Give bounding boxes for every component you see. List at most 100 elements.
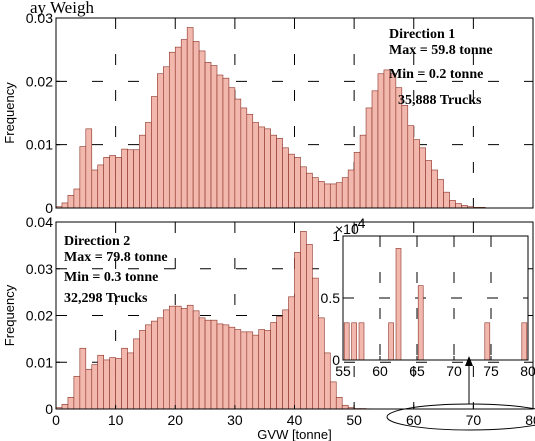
histogram-bar [425, 160, 432, 209]
direction-1-count: 35,888 Trucks [398, 93, 482, 108]
x-tick-label: 60 [406, 412, 422, 428]
histogram-bar [270, 134, 277, 209]
histogram-bar [419, 147, 426, 209]
histogram-bar [329, 381, 337, 410]
histogram-bar [139, 134, 146, 209]
y-tick-label: 0.5 [321, 290, 341, 306]
histogram-bar [335, 397, 343, 410]
histogram-bar [341, 404, 349, 410]
histogram-bar [67, 397, 75, 410]
histogram-bar [180, 308, 188, 410]
histogram-bar [73, 188, 81, 209]
histogram-bar [252, 334, 260, 410]
direction-2-min: Min = 0.3 tonne [64, 270, 158, 285]
histogram-bar [258, 126, 265, 209]
histogram-bar [180, 39, 188, 209]
histogram-bar [204, 319, 212, 410]
histogram-bar [186, 27, 194, 209]
x-tick-label: 40 [287, 412, 303, 428]
histogram-bar [389, 73, 397, 209]
histogram-bar [157, 73, 164, 209]
histogram-bar [288, 296, 295, 410]
histogram-bar [115, 157, 122, 209]
histogram-bar [103, 157, 110, 209]
histogram-bar [318, 317, 325, 410]
histogram-bar [431, 169, 438, 209]
y-tick-label: 0.03 [26, 261, 53, 277]
y-tick-label: 0.02 [26, 73, 53, 89]
x-tick-label: 50 [346, 412, 362, 428]
histogram-bar [407, 125, 415, 209]
histogram-bar [449, 200, 456, 209]
histogram-bar [306, 172, 313, 209]
histogram-bar [174, 46, 182, 209]
histogram-bar [341, 177, 349, 209]
histogram-bar [401, 105, 409, 209]
histogram-bar [163, 66, 170, 209]
histogram-bar [276, 316, 283, 410]
y-multiplier-exponent: -4 [353, 215, 366, 231]
x-axis-label: GVW [tonne] [257, 427, 331, 441]
histogram-bar [358, 322, 365, 361]
y-axis-label: Frequency [2, 82, 17, 144]
histogram-bar [145, 324, 152, 410]
x-tick-label: 80 [525, 412, 535, 428]
histogram-bar [91, 364, 99, 410]
zoom-arrow-head [465, 356, 473, 366]
histogram-bar [91, 169, 99, 209]
histogram-bar [246, 113, 254, 209]
direction-2-max: Max = 79.8 tonne [64, 250, 168, 265]
histogram-bar [198, 50, 206, 209]
y-tick-label: 0.04 [26, 214, 53, 230]
direction-2-count: 32,298 Trucks [64, 291, 148, 306]
histogram-bar [240, 331, 248, 410]
histogram-bar [300, 231, 307, 410]
x-tick-label: 65 [409, 363, 425, 379]
histogram-bar [151, 96, 158, 209]
histogram-bar [228, 87, 236, 209]
histogram-bar [163, 309, 170, 410]
direction-1-annotation: Direction 1 Max = 59.8 tonne Min = 0.2 t… [389, 27, 493, 108]
histogram-bar [264, 128, 271, 209]
x-tick-label: 30 [227, 412, 243, 428]
histogram-bar [145, 122, 152, 209]
y-tick-label: 0.01 [26, 137, 53, 153]
histogram-bar [204, 62, 212, 209]
histogram-bar [79, 146, 87, 209]
x-tick-label: 75 [483, 363, 499, 379]
direction-2-annotation: Direction 2 Max = 79.8 tonne Min = 0.3 t… [64, 234, 168, 306]
histogram-bar [192, 310, 200, 410]
histogram-bar [443, 191, 450, 209]
histogram-bar [246, 331, 254, 410]
x-tick-label: 10 [108, 412, 124, 428]
histogram-bar [371, 90, 379, 209]
histogram-bar [417, 285, 424, 361]
histogram-bar [351, 322, 357, 361]
y-axis-label: Frequency [2, 284, 17, 346]
histogram-bar [282, 147, 289, 209]
histogram-bar [97, 354, 105, 410]
x-tick-label: 70 [466, 412, 482, 428]
histogram-bar [121, 148, 128, 209]
histogram-bar [395, 248, 402, 361]
histogram-bar [127, 149, 134, 209]
top-title-fragment: ay Weigh [30, 0, 94, 17]
histogram-bar [312, 177, 319, 209]
histogram-bar [139, 330, 146, 410]
direction-1-histogram: 0 0.01 0.02 0.03 Frequency [2, 10, 534, 216]
x-tick-label: 55 [335, 363, 351, 379]
histogram-bar [115, 358, 122, 410]
histogram-bar [318, 181, 325, 209]
histogram-bar [347, 169, 355, 209]
histogram-bar [521, 322, 528, 361]
histogram-bar [377, 73, 385, 209]
histogram-bar [85, 368, 93, 410]
histogram-bar [234, 329, 242, 410]
histogram-bar [484, 322, 491, 361]
histogram-bar [388, 322, 394, 361]
histogram-bar [133, 149, 140, 209]
histogram-bar [174, 305, 182, 410]
y-tick-label: 1 [332, 228, 340, 244]
histogram-bar [109, 155, 116, 209]
